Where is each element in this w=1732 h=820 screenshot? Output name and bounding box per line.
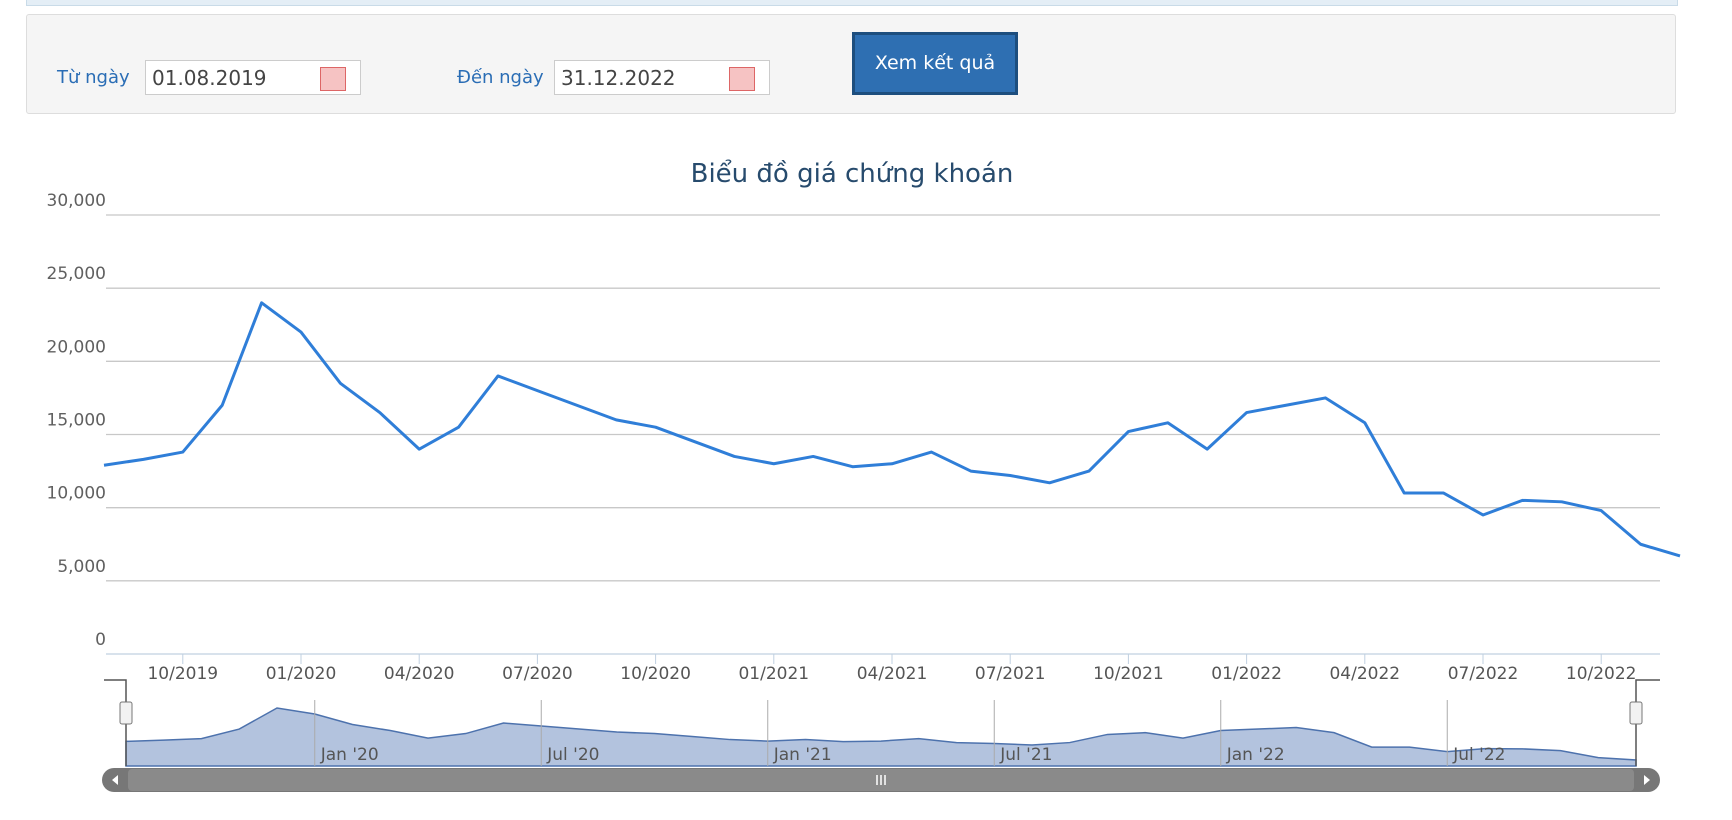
x-tick-label: 01/2021 <box>738 664 809 684</box>
x-tick-label: 10/2022 <box>1566 664 1637 684</box>
to-value: 31.12.2022 <box>561 66 676 90</box>
x-tick-label: 07/2022 <box>1448 664 1519 684</box>
calendar-icon[interactable] <box>729 67 755 91</box>
from-label: Từ ngày <box>57 67 130 88</box>
y-tick-label: 10,000 <box>47 484 106 504</box>
x-tick-label: 01/2020 <box>266 664 337 684</box>
submit-button[interactable]: Xem kết quả <box>852 32 1018 95</box>
x-tick-label: 04/2022 <box>1329 664 1400 684</box>
navigator-area <box>125 707 1637 767</box>
navigator-label: Jan '21 <box>773 745 832 765</box>
x-tick-label: 07/2020 <box>502 664 573 684</box>
x-tick-label: 10/2021 <box>1093 664 1164 684</box>
x-tick-label: 04/2020 <box>384 664 455 684</box>
navigator-label: Jul '21 <box>999 745 1052 765</box>
top-strip <box>26 0 1678 6</box>
y-tick-label: 15,000 <box>47 411 106 431</box>
navigator-label: Jul '22 <box>1452 745 1505 765</box>
chart-title: Biểu đồ giá chứng khoán <box>691 158 1014 189</box>
to-label: Đến ngày <box>457 67 544 88</box>
y-tick-label: 30,000 <box>47 191 106 211</box>
calendar-icon[interactable] <box>320 67 346 91</box>
x-tick-label: 10/2019 <box>147 664 218 684</box>
scroll-left[interactable] <box>112 775 118 785</box>
scroll-right[interactable] <box>1644 775 1650 785</box>
navigator-frame <box>104 679 1660 766</box>
navigator-handle[interactable] <box>119 701 133 725</box>
from-value: 01.08.2019 <box>152 66 267 90</box>
scroll-grip <box>876 775 886 785</box>
y-tick-label: 25,000 <box>47 264 106 284</box>
navigator-label: Jan '22 <box>1226 745 1285 765</box>
navigator-handle[interactable] <box>1629 701 1643 725</box>
x-tick-label: 10/2020 <box>620 664 691 684</box>
price-line <box>103 301 1681 558</box>
to-input[interactable]: 31.12.2022 <box>554 60 770 95</box>
chart: Biểu đồ giá chứng khoán 0 5,000 10,000 15,0… <box>47 158 1681 792</box>
y-tick-label: 0 <box>95 630 106 650</box>
x-tick-label: 01/2022 <box>1211 664 1282 684</box>
navigator-label: Jan '20 <box>320 745 379 765</box>
filter-panel: Từ ngày 01.08.2019 Đến ngày 31.12.2022 X… <box>26 14 1676 114</box>
y-tick-label: 5,000 <box>57 557 106 577</box>
from-input[interactable]: 01.08.2019 <box>145 60 361 95</box>
x-tick-label: 07/2021 <box>975 664 1046 684</box>
y-tick-label: 20,000 <box>47 337 106 357</box>
navigator-label: Jul '20 <box>546 745 599 765</box>
x-tick-label: 04/2021 <box>857 664 928 684</box>
